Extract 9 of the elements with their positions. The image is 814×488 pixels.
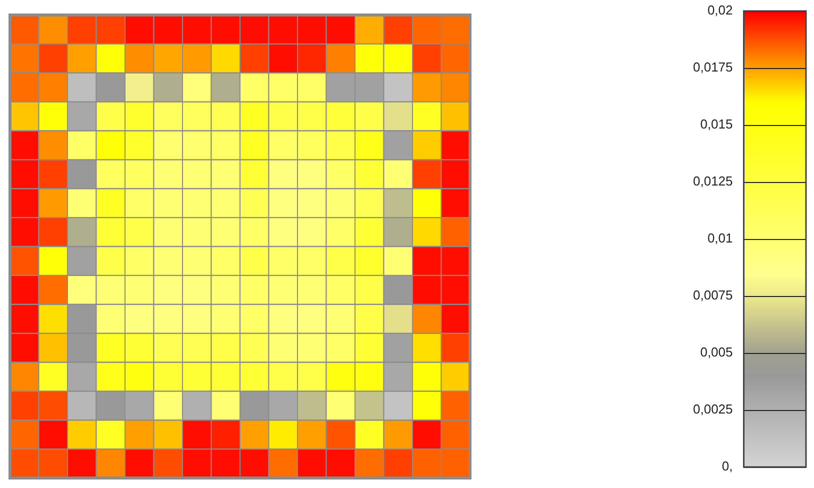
color-bar-label: 0, xyxy=(722,458,733,474)
color-bar-label: 0,02 xyxy=(707,2,733,18)
color-bar-label: 0,01 xyxy=(707,230,733,246)
color-bar-label: 0,0075 xyxy=(692,288,733,303)
color-bar-label: 0,005 xyxy=(700,344,733,360)
color-bar-label: 0,0025 xyxy=(692,402,733,417)
color-bar-label: 0,0125 xyxy=(692,174,733,189)
color-bar-label: 0,0175 xyxy=(692,60,733,75)
color-bar-label: 0,015 xyxy=(700,116,733,132)
